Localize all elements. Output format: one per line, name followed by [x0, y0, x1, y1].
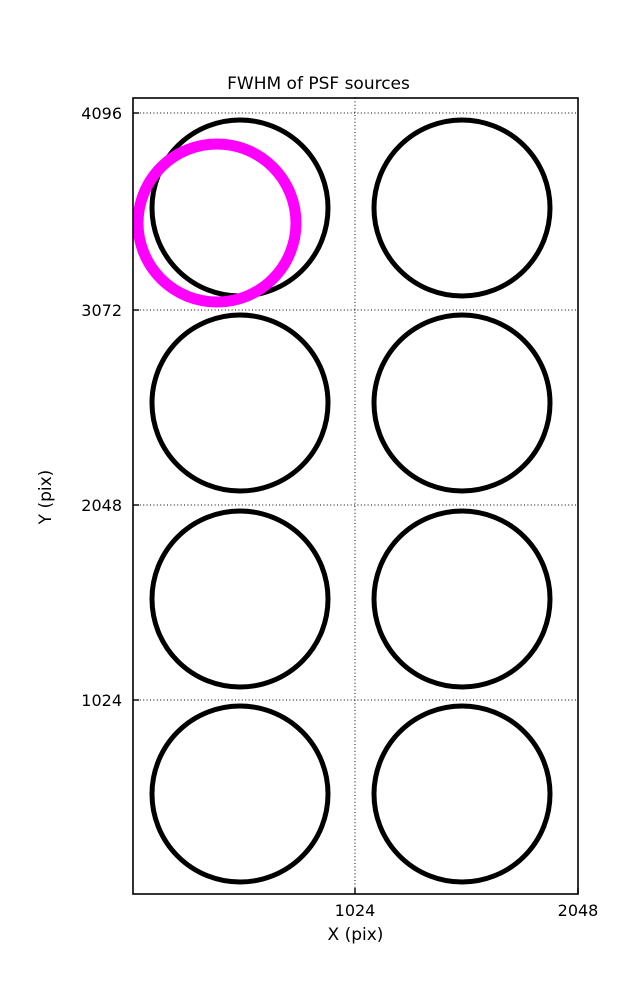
- psf-circle: [371, 312, 553, 494]
- xtick-label-2048: 2048: [557, 901, 599, 920]
- grid-lines: [133, 98, 578, 894]
- ytick-label-2048: 2048: [81, 496, 122, 515]
- psf-source-circles: [149, 117, 553, 885]
- psf-circle: [149, 312, 331, 494]
- psf-circle: [371, 508, 553, 690]
- x-axis-label: X (pix): [327, 925, 384, 945]
- psf-circle: [149, 508, 331, 690]
- tick-marks: [133, 112, 579, 894]
- page-title: FWHM of PSF sources: [227, 74, 410, 94]
- ytick-label-3072: 3072: [81, 301, 122, 320]
- y-axis-label: Y (pix): [36, 469, 56, 525]
- ytick-label-1024: 1024: [81, 691, 122, 710]
- reference-fwhm-circle-group: [133, 138, 302, 308]
- psf-circle: [371, 117, 553, 299]
- psf-circle: [149, 703, 331, 885]
- reference-fwhm-circle: [133, 138, 302, 308]
- xtick-label-1024: 1024: [334, 901, 376, 920]
- psf-circle: [371, 703, 553, 885]
- ytick-label-4096: 4096: [81, 104, 122, 123]
